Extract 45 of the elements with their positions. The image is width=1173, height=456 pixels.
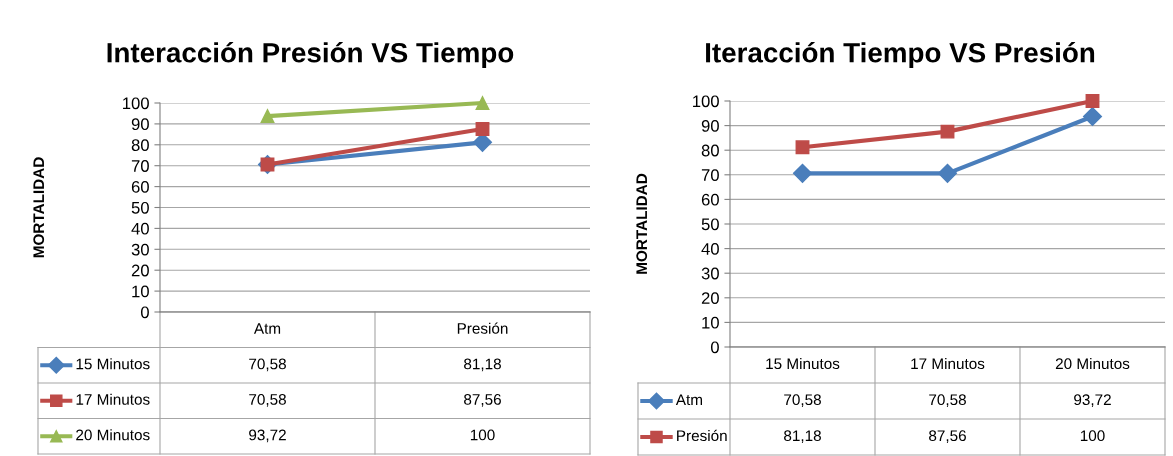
y-tick-label: 80 (701, 144, 719, 157)
y-tick-label: 0 (710, 341, 719, 354)
y-tick-label: 40 (701, 243, 719, 255)
x-tick-label: 15 Minutos (766, 357, 840, 370)
y-tick-label: 70 (131, 160, 149, 172)
y-tick-label: 50 (131, 201, 149, 214)
data-label: 70,58 (249, 358, 286, 372)
data-label: 70,58 (249, 394, 286, 407)
y-tick-label: 20 (131, 264, 149, 277)
data-label: 87,56 (464, 394, 501, 407)
x-tick-label: 20 Minutos (1055, 357, 1130, 370)
data-label: 81,18 (784, 430, 821, 443)
data-label: 93,72 (249, 429, 286, 443)
y-tick-label: 90 (701, 120, 719, 132)
y-tick-label: 90 (131, 118, 149, 131)
y-tick-label: 20 (701, 292, 719, 304)
y-tick-label: 30 (701, 267, 719, 280)
data-label: 81,18 (464, 358, 501, 372)
y-tick-label: 30 (131, 243, 149, 256)
y-tick-label: 60 (701, 193, 719, 206)
x-tick-label: 17 Minutos (911, 357, 985, 370)
y-tick-label: 70 (701, 169, 719, 181)
data-label: 70,58 (929, 394, 966, 407)
y-tick-label: 0 (140, 306, 149, 319)
chart-title: Iteracción Tiempo VS Presión (706, 41, 1095, 69)
data-label: 100 (1080, 430, 1105, 442)
data-label: 93,72 (1074, 394, 1111, 407)
y-tick-label: 10 (132, 285, 149, 298)
y-tick-label: 100 (123, 97, 149, 110)
y-axis-title: MORTALIDAD (33, 157, 45, 258)
chart-title: Interacción Presión VS Tiempo (107, 41, 514, 69)
y-tick-label: 80 (131, 139, 149, 151)
y-tick-label: 10 (702, 316, 719, 329)
legend-label: 20 Minutos (76, 429, 150, 441)
y-tick-label: 50 (701, 218, 719, 231)
y-tick-label: 100 (693, 95, 719, 108)
data-label: 100 (470, 429, 495, 441)
y-axis-title: MORTALIDAD (636, 173, 648, 274)
data-label: 70,58 (784, 394, 821, 407)
data-label: 87,56 (929, 430, 966, 443)
y-tick-label: 40 (131, 222, 149, 235)
legend-label: Presión (677, 429, 727, 442)
legend-label: 17 Minutos (76, 393, 150, 405)
y-tick-label: 60 (131, 181, 149, 193)
legend-label: Atm (675, 394, 702, 406)
